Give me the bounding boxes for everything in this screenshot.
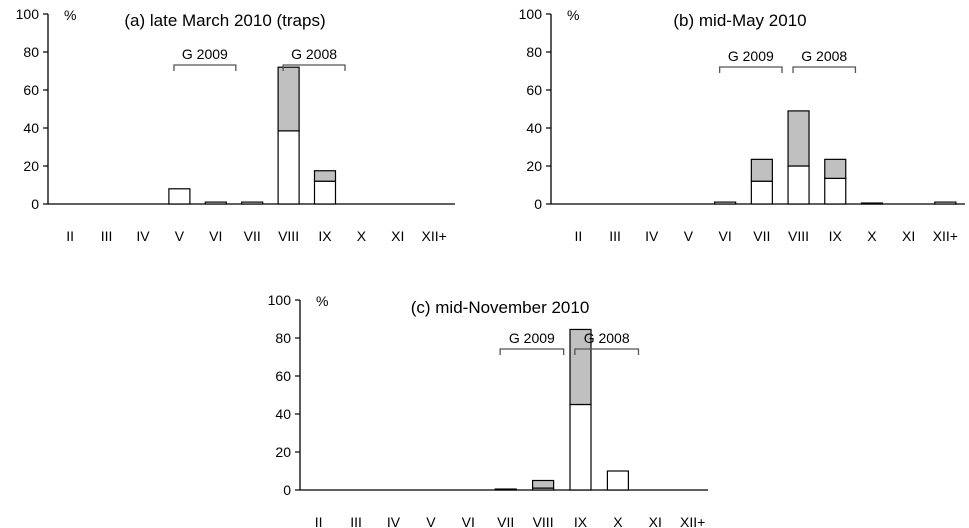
cohort-label: G 2008 (584, 330, 630, 346)
x-tick-label: X (357, 228, 367, 244)
x-tick-label: III (350, 514, 362, 528)
y-tick-label: 40 (526, 120, 542, 136)
bar-segment (569, 328, 592, 406)
x-tick-label: II (574, 228, 582, 244)
y-tick-label: 0 (31, 196, 39, 212)
bar-segment (824, 177, 847, 205)
y-tick-label: 0 (283, 482, 291, 498)
bar-segment (531, 479, 555, 489)
cohort-label: G 2009 (509, 330, 555, 346)
cohort-label: G 2008 (291, 46, 337, 62)
y-tick-label: 60 (23, 82, 39, 98)
bar-segment (569, 403, 592, 491)
cohort-bracket (792, 66, 857, 73)
bar-segment (494, 488, 517, 491)
x-tick-label: V (426, 514, 436, 528)
x-tick-label: IV (136, 228, 150, 244)
x-tick-label: VI (719, 228, 732, 244)
x-tick-label: IX (829, 228, 843, 244)
x-tick-label: II (315, 514, 323, 528)
y-tick-label: 0 (534, 196, 542, 212)
chart-title: (b) mid-May 2010 (673, 11, 806, 30)
bar-segment (714, 201, 737, 205)
cohort-bracket (718, 66, 783, 73)
chart-title: (c) mid-November 2010 (411, 298, 590, 317)
x-tick-label: VI (209, 228, 222, 244)
y-tick-label: 60 (275, 368, 291, 384)
x-tick-label: IV (387, 514, 401, 528)
x-tick-label: XI (902, 228, 915, 244)
x-tick-label: XII+ (422, 228, 447, 244)
x-tick-label: XII+ (680, 514, 705, 528)
x-tick-label: V (684, 228, 694, 244)
bar-segment (204, 201, 227, 205)
x-tick-label: VI (462, 514, 475, 528)
x-tick-label: III (101, 228, 113, 244)
chart-a: (a) late March 2010 (traps)% 0 20 40 60 80 100… (16, 6, 455, 244)
bar-segment (241, 201, 264, 205)
bar-segment (168, 188, 191, 205)
cohort-bracket (173, 64, 237, 71)
x-tick-label: VII (244, 228, 261, 244)
x-tick-label: XI (649, 514, 662, 528)
bar-segment (313, 170, 337, 182)
bar-segment (824, 158, 847, 179)
y-tick-label: 20 (275, 444, 291, 460)
y-tick-label: 40 (23, 120, 39, 136)
x-tick-label: VIII (533, 514, 554, 528)
bar-segment (606, 470, 630, 491)
x-tick-label: XII+ (933, 228, 958, 244)
y-unit-label: % (316, 293, 328, 309)
y-tick-label: 20 (526, 158, 542, 174)
bar-segment (277, 130, 300, 205)
y-tick-label: 100 (268, 292, 292, 308)
cohort-bracket (574, 348, 640, 355)
bar-segment (934, 201, 957, 205)
x-tick-label: VII (753, 228, 770, 244)
y-tick-label: 100 (16, 6, 40, 22)
chart-title: (a) late March 2010 (traps) (124, 11, 325, 30)
bar-segment (277, 66, 300, 132)
x-tick-label: V (175, 228, 185, 244)
y-tick-label: 80 (23, 44, 39, 60)
y-unit-label: % (64, 7, 76, 23)
cohort-label: G 2009 (728, 48, 774, 64)
x-tick-label: IX (574, 514, 588, 528)
y-tick-label: 80 (526, 44, 542, 60)
bar-segment (750, 158, 773, 182)
x-tick-label: XI (391, 228, 404, 244)
x-tick-label: VII (497, 514, 514, 528)
x-tick-label: X (613, 514, 623, 528)
bar-segment (787, 165, 810, 205)
bar-segment (860, 202, 884, 205)
x-tick-label: X (867, 228, 877, 244)
y-tick-label: 80 (275, 330, 291, 346)
bar-segment (750, 180, 773, 205)
bar-segment (787, 110, 810, 167)
cohort-bracket (499, 348, 565, 355)
x-tick-label: IX (318, 228, 332, 244)
y-tick-label: 100 (519, 6, 543, 22)
y-unit-label: % (567, 7, 579, 23)
x-tick-label: II (66, 228, 74, 244)
x-tick-label: VIII (788, 228, 809, 244)
y-tick-label: 20 (23, 158, 39, 174)
x-tick-label: VIII (278, 228, 299, 244)
y-tick-label: 40 (275, 406, 291, 422)
y-tick-label: 60 (526, 82, 542, 98)
x-tick-label: III (609, 228, 621, 244)
bar-segment (313, 180, 337, 205)
cohort-bracket (282, 64, 346, 71)
cohort-label: G 2008 (801, 48, 847, 64)
x-tick-label: IV (645, 228, 659, 244)
cohort-label: G 2009 (182, 46, 228, 62)
